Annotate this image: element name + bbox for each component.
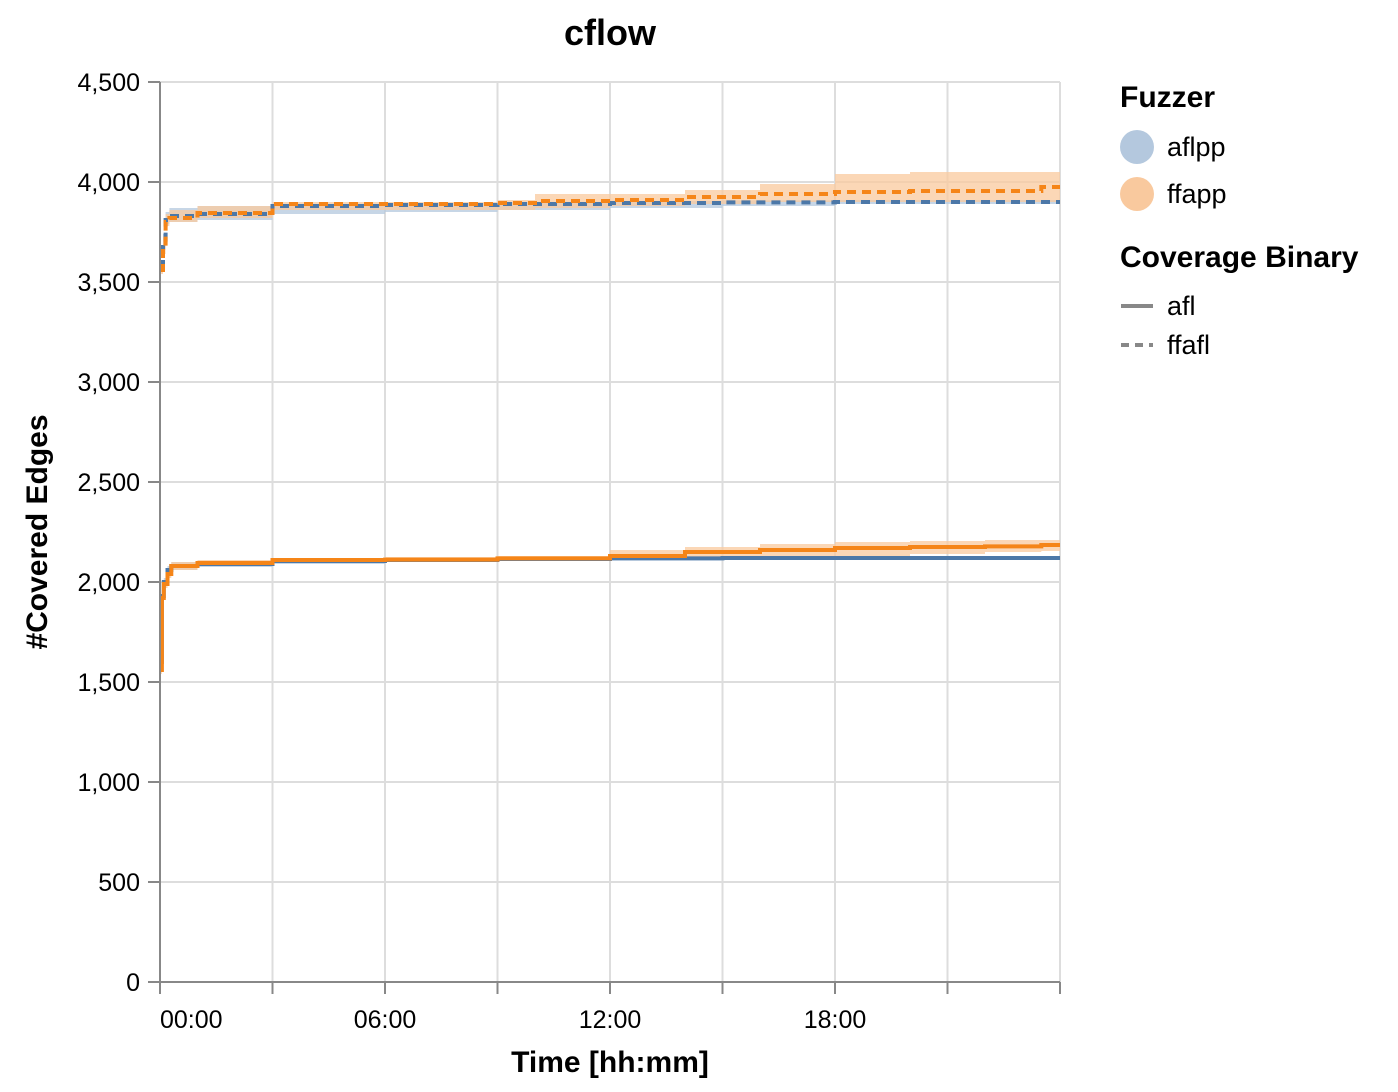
y-tick-label: 2,500 (77, 469, 140, 497)
y-axis-title: #Covered Edges (21, 414, 54, 649)
legend-title-fuzzer: Fuzzer (1120, 81, 1215, 114)
axes: 0 500 1,000 1,500 2,000 2,500 3,000 3,500 4,000 4… (77, 69, 1061, 1034)
x-tick-label: 06:00 (354, 1006, 417, 1034)
legend-label-ffapp: ffapp (1167, 179, 1227, 209)
x-tick-label: 18:00 (804, 1006, 867, 1034)
legend-title-coverage-binary: Coverage Binary (1120, 241, 1359, 274)
legend-swatch-ffapp (1120, 177, 1154, 211)
y-tick-label: 3,000 (77, 369, 140, 397)
x-tick-label: 12:00 (579, 1006, 642, 1034)
y-tick-label: 500 (98, 869, 140, 897)
line-ffapp-ffafl (160, 185, 1060, 272)
legend-label-ffafl: ffafl (1167, 330, 1210, 360)
y-tick-label: 1,500 (77, 669, 140, 697)
y-tick-label: 4,500 (77, 69, 140, 97)
y-tick-label: 2,000 (77, 569, 140, 597)
line-ffapp-afl (159, 543, 1060, 672)
legend-label-aflpp: aflpp (1167, 132, 1226, 162)
confidence-bands (160, 172, 1060, 674)
band-ffapp-ffafl (160, 172, 1060, 274)
x-axis-title: Time [hh:mm] (511, 1046, 709, 1079)
series-lines (159, 185, 1060, 672)
y-tick-label: 3,500 (77, 269, 140, 297)
legend: Fuzzer aflpp ffapp Coverage Binary afl f… (1120, 81, 1359, 360)
band-ffapp-afl (160, 540, 1060, 674)
gridlines (159, 81, 1061, 983)
y-tick-label: 4,000 (77, 169, 140, 197)
legend-label-afl: afl (1167, 291, 1196, 321)
chart-title: cflow (564, 12, 657, 53)
x-tick-label: 00:00 (160, 1006, 223, 1034)
y-tick-label: 0 (126, 969, 140, 997)
y-tick-label: 1,000 (77, 769, 140, 797)
band-aflpp-afl (160, 556, 1060, 666)
legend-swatch-aflpp (1120, 130, 1154, 164)
